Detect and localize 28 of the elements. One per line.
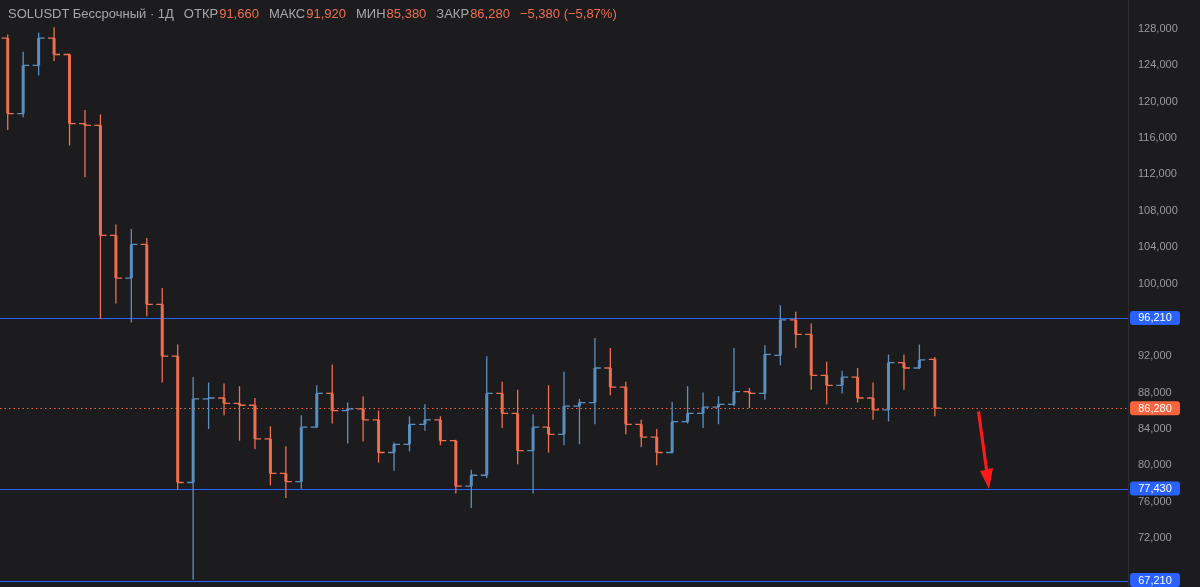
y-tick-label: 88,000 <box>1138 385 1172 398</box>
y-tick-label: 76,000 <box>1138 494 1172 507</box>
annotation: МАКС <box>268 6 306 21</box>
ref-line-label: 86,280 <box>1138 401 1172 414</box>
y-tick-label: 80,000 <box>1138 458 1172 471</box>
y-tick-label: 120,000 <box>1138 94 1178 107</box>
annotation: 85,380 <box>386 6 427 21</box>
annotation: МИН <box>356 6 386 21</box>
ref-line-label: 96,210 <box>1138 311 1172 324</box>
annotation: 86,280 <box>470 6 510 21</box>
annotation: ЗАКР <box>436 6 470 21</box>
annotation: 91,920 <box>306 6 347 21</box>
y-tick-label: 112,000 <box>1138 167 1177 180</box>
y-tick-label: 128,000 <box>1138 22 1178 35</box>
ref-line-label: 67,210 <box>1138 573 1172 586</box>
annotation: 91,660 <box>219 6 259 21</box>
annotation: −5,380 (−5,87%) <box>519 6 617 21</box>
y-tick-label: 116,000 <box>1138 131 1177 144</box>
y-tick-label: 72,000 <box>1138 530 1172 543</box>
text: SOLUSDT Бессрочный · 1Д <box>8 6 174 21</box>
ref-line-label: 77,430 <box>1138 482 1172 495</box>
y-tick-label: 124,000 <box>1138 58 1178 71</box>
y-tick-label: 92,000 <box>1138 349 1172 362</box>
y-tick-label: 100,000 <box>1138 276 1178 289</box>
y-tick-label: 84,000 <box>1138 421 1172 434</box>
y-tick-label: 104,000 <box>1138 240 1178 253</box>
annotation: ОТКР <box>183 6 219 21</box>
y-tick-label: 108,000 <box>1138 203 1178 216</box>
